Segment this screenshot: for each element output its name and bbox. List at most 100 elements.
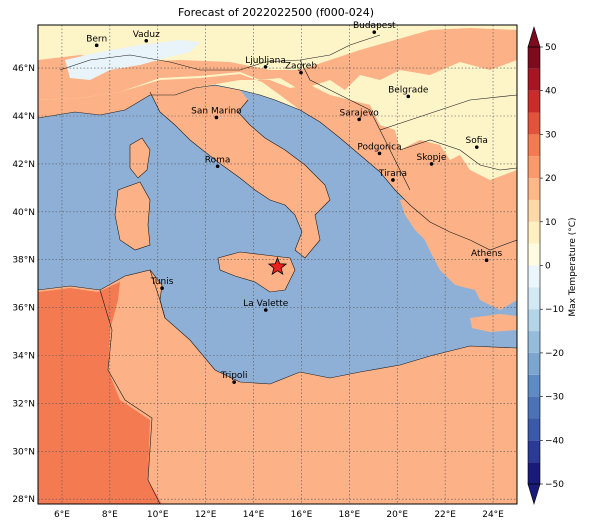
latitude-ticks: 28°N 30°N 32°N 34°N 36°N 38°N 40°N 42°N 44°N 46°N — [12, 64, 35, 505]
sardinia-region — [115, 182, 150, 250]
city-dot — [94, 43, 99, 48]
colorbar-tick-label: −20 — [545, 349, 564, 359]
colorbar-band — [528, 156, 540, 179]
city-dot — [484, 258, 489, 262]
lat-tick-label: 42°N — [12, 160, 35, 170]
city-dot — [263, 308, 268, 312]
lon-tick-label: 18°E — [339, 510, 361, 520]
colorbar-band — [528, 440, 540, 463]
city-dot — [263, 65, 268, 69]
city-dot — [372, 30, 377, 34]
colorbar-band — [528, 418, 540, 441]
map-frame — [37, 24, 518, 505]
city-dot — [406, 94, 411, 99]
city-label: Zagreb — [285, 62, 317, 72]
lat-tick-label: 46°N — [12, 64, 35, 74]
colorbar-tick-label: 40 — [545, 87, 557, 97]
colorbar-tick-label: 10 — [545, 218, 557, 228]
colorbar-max-arrow — [527, 25, 541, 48]
city-label: Tripoli — [220, 371, 248, 381]
colorbar-band — [528, 265, 540, 288]
colorbar-tick-label: −40 — [545, 436, 564, 446]
colorbar-band — [528, 68, 540, 91]
map-title: Forecast of 2022022500 (f000-024) — [177, 6, 375, 19]
colorbar-band — [528, 462, 540, 484]
lon-tick-label: 14°E — [243, 510, 265, 520]
city-dot — [232, 380, 236, 384]
lat-tick-label: 36°N — [12, 304, 35, 314]
city-label: Tunis — [150, 277, 174, 287]
city-label: Sofia — [466, 136, 488, 146]
city-label: Budapest — [353, 21, 396, 31]
colorbar-band — [528, 221, 540, 244]
lon-tick-label: 20°E — [386, 510, 408, 520]
coastlines — [38, 34, 517, 504]
greece-region — [420, 230, 500, 290]
colorbar-band — [528, 243, 540, 266]
city-label: Roma — [205, 155, 231, 165]
city-dot — [391, 178, 395, 182]
lat-tick-label: 40°N — [12, 208, 35, 218]
colorbar-band — [528, 309, 540, 332]
longitude-ticks: 6°E 8°E 10°E 12°E 14°E 16°E 18°E 20°E 22°E 24°E — [54, 510, 504, 520]
city-label: Podgorica — [357, 142, 401, 152]
colorbar-band — [528, 47, 540, 69]
lat-tick-label: 28°N — [12, 495, 35, 505]
city-label: Sarajevo — [340, 108, 380, 118]
africa-hot-region-east — [380, 388, 517, 504]
colorbar-band — [528, 112, 540, 135]
city-label: Vaduz — [133, 30, 160, 40]
lon-tick-label: 22°E — [434, 510, 456, 520]
star-icon — [267, 256, 288, 276]
colorbar-band — [528, 352, 540, 375]
colorbar-band — [528, 199, 540, 222]
alpine-cool-region — [65, 40, 200, 80]
city-dot — [429, 162, 434, 166]
location-marker — [267, 256, 288, 276]
colorbar-band — [528, 178, 540, 200]
lon-tick-label: 12°E — [195, 510, 217, 520]
city-label: La Valette — [243, 299, 288, 309]
city-dot — [214, 115, 219, 120]
city-label: Ljubljana — [245, 56, 286, 66]
city-label: Belgrade — [388, 85, 429, 95]
city-label: Bern — [86, 34, 107, 44]
lon-tick-label: 6°E — [54, 510, 70, 520]
city-dot — [215, 164, 220, 169]
colorbar-tick-label: −30 — [545, 393, 564, 403]
city-dot — [144, 39, 149, 43]
colorbar-band — [528, 90, 540, 113]
lon-tick-label: 10°E — [147, 510, 169, 520]
city-dot — [299, 70, 303, 75]
africa-hot-region — [38, 282, 162, 504]
lon-tick-label: 24°E — [482, 510, 504, 520]
crete-region — [470, 314, 517, 332]
city-label: Tirana — [378, 169, 407, 179]
colorbar-band — [528, 374, 540, 397]
colorbar-tick-label: 20 — [545, 174, 557, 184]
lat-tick-label: 38°N — [12, 256, 35, 266]
city-label: Athens — [471, 249, 502, 259]
map-grid — [38, 25, 517, 504]
city-label: Skopje — [417, 153, 447, 163]
corsica-region — [130, 138, 150, 178]
colorbar: −50 −40 −30 −20 −10 0 10 20 30 40 50 — [527, 25, 564, 506]
colorbar-tick-label: 0 — [545, 262, 551, 272]
city-dot — [357, 117, 361, 122]
city-dot — [474, 145, 479, 149]
italy-region — [150, 86, 330, 258]
city-dot — [377, 151, 382, 156]
lat-tick-label: 32°N — [12, 399, 35, 409]
colorbar-tick-label: 30 — [545, 130, 557, 140]
colorbar-band — [528, 396, 540, 419]
city-dot — [160, 286, 164, 291]
colorbar-band — [528, 134, 540, 157]
lon-tick-label: 16°E — [291, 510, 313, 520]
colorbar-tick-label: −10 — [545, 305, 564, 315]
colorbar-band — [528, 287, 540, 310]
lon-tick-label: 8°E — [102, 510, 118, 520]
colorbar-min-arrow — [527, 483, 541, 506]
colorbar-tick-label: −50 — [545, 480, 564, 490]
